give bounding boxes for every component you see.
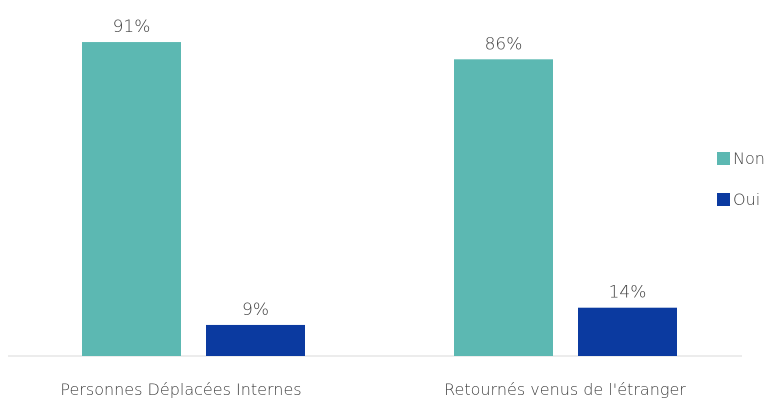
bar-non-2 (454, 59, 553, 357)
bar-oui-1 (206, 324, 305, 356)
legend-label-non: Non (733, 149, 765, 168)
category-label-2: Retournés venus de l'étranger (444, 380, 686, 399)
bar-oui-2 (578, 307, 677, 356)
category-label-1: Personnes Déplacées Internes (60, 380, 301, 399)
legend-item-non: Non (717, 149, 765, 168)
data-label-oui-2: 14% (609, 283, 647, 303)
legend-item-oui: Oui (717, 190, 760, 209)
bars-layer (82, 42, 677, 357)
legend-label-oui: Oui (733, 190, 760, 209)
legend-swatch-non (717, 152, 730, 165)
data-label-non-2: 86% (485, 34, 523, 54)
data-label-non-1: 91% (113, 17, 151, 37)
data-label-oui-1: 9% (242, 300, 269, 320)
bar-non-1 (82, 42, 181, 357)
legend-swatch-oui (717, 193, 730, 206)
labels-layer: 91% 9% Personnes Déplacées Internes 86% 14% R… (60, 17, 686, 399)
legend: Non Oui (717, 149, 765, 209)
